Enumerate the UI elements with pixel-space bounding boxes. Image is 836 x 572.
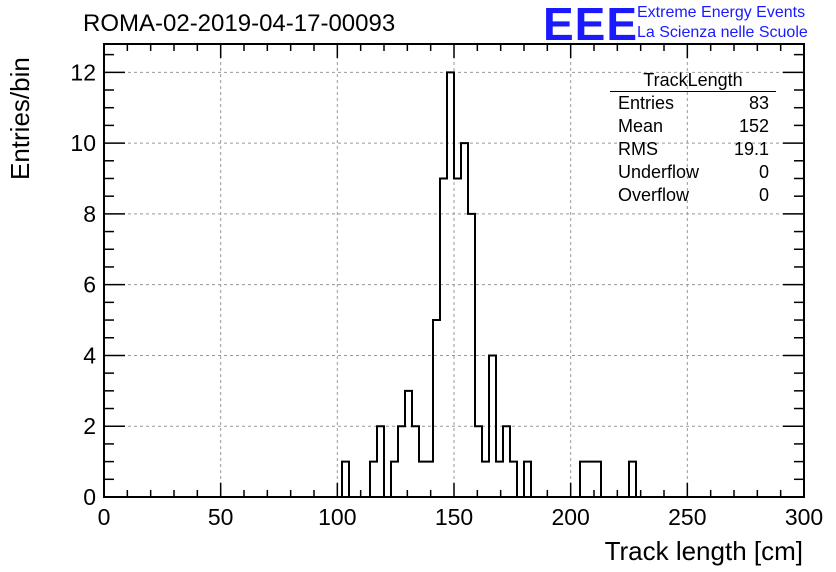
stats-label: RMS [618, 139, 658, 159]
x-tick-label: 250 [668, 504, 706, 530]
stats-box: TrackLength Entries 83 Mean 152 RMS 19.1… [610, 70, 776, 207]
logo-line-2: La Scienza nelle Scuole [637, 24, 808, 41]
y-tick-label: 8 [83, 201, 96, 227]
axis-ticks [103, 44, 805, 498]
stats-value: 0 [758, 162, 769, 182]
stats-value: 0 [758, 185, 769, 205]
x-tick-label: 100 [318, 504, 356, 530]
stats-box-title: TrackLength [610, 70, 776, 92]
y-tick-label: 0 [83, 484, 96, 510]
x-axis-title: Track length [cm] [604, 536, 803, 566]
stats-value: 152 [738, 116, 769, 136]
x-tick-label: 200 [551, 504, 589, 530]
stats-label: Overflow [618, 185, 690, 205]
x-tick-label: 300 [785, 504, 823, 530]
y-tick-label: 10 [70, 130, 96, 156]
plot-title: ROMA-02-2019-04-17-00093 [83, 10, 396, 37]
x-tick-label: 150 [435, 504, 473, 530]
stats-row-underflow: Underflow 0 [610, 161, 776, 184]
x-tick-label: 50 [208, 504, 234, 530]
stats-value: 83 [748, 93, 769, 113]
stats-row-mean: Mean 152 [610, 115, 776, 138]
eee-logo: EEE [543, 0, 639, 50]
y-tick-label: 6 [83, 272, 96, 298]
y-axis-title: Entries/bin [5, 57, 35, 180]
y-tick-label: 12 [70, 59, 96, 85]
stats-row-overflow: Overflow 0 [610, 184, 776, 207]
stats-label: Entries [618, 93, 675, 113]
stats-value: 19.1 [733, 139, 769, 159]
y-tick-label: 4 [83, 342, 96, 368]
y-tick-label: 2 [83, 413, 96, 439]
stats-row-entries: Entries 83 [610, 92, 776, 115]
stats-row-rms: RMS 19.1 [610, 138, 776, 161]
logo-line-1: Extreme Energy Events [637, 4, 806, 21]
stats-label: Underflow [618, 162, 700, 182]
stats-label: Mean [618, 116, 664, 136]
histogram-outline [341, 71, 637, 497]
x-tick-label: 0 [98, 504, 111, 530]
tick-labels: 0 50 100 150 200 250 300 0 2 4 6 8 10 12 [70, 59, 823, 530]
